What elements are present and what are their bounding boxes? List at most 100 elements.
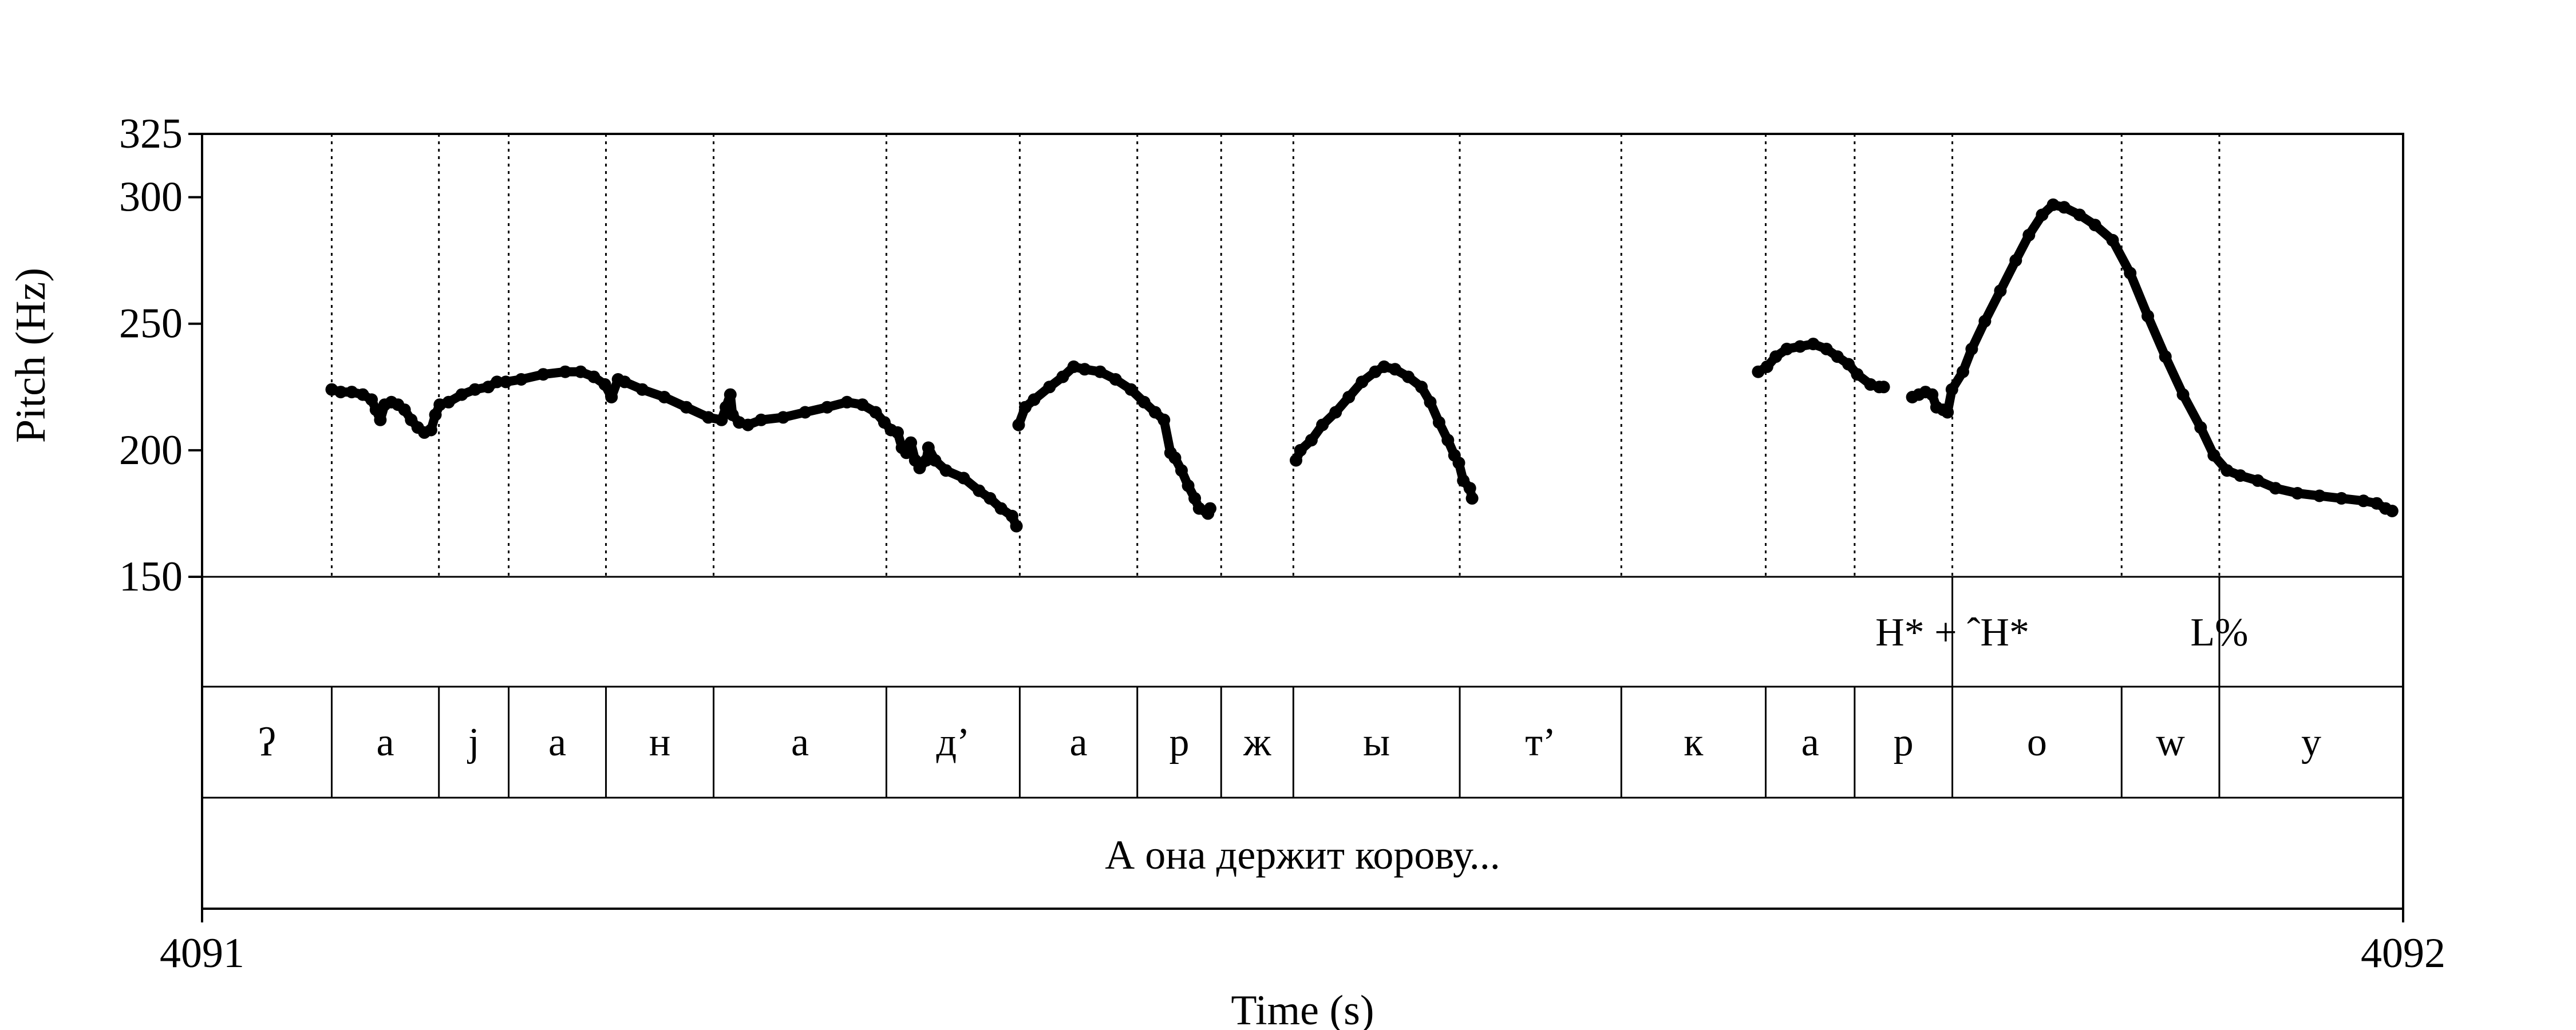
pitch-point	[1877, 381, 1890, 394]
pitch-point	[1851, 368, 1864, 381]
pitch-point	[598, 378, 611, 391]
pitch-point	[587, 370, 600, 383]
pitch-point	[1290, 454, 1302, 467]
pitch-point	[1926, 388, 1939, 401]
pitch-point	[1402, 370, 1415, 383]
pitch-point	[515, 373, 528, 386]
segment-label: н	[649, 720, 670, 764]
pitch-point	[2046, 198, 2060, 211]
x-axis-title: Time (s)	[1231, 987, 1374, 1030]
pitch-point	[2073, 208, 2086, 221]
pitch-point	[2036, 208, 2049, 221]
pitch-point	[1965, 342, 1978, 355]
pitch-point	[537, 368, 550, 381]
pitch-point	[1820, 342, 1833, 355]
segment-label: д’	[936, 720, 970, 764]
pitch-point	[1356, 375, 1369, 389]
segment-label: ж	[1243, 720, 1271, 764]
pitch-point	[2022, 228, 2036, 241]
pitch-point	[2124, 267, 2137, 280]
pitch-point	[799, 406, 812, 419]
pitch-point	[983, 492, 997, 505]
pitch-point	[702, 411, 715, 424]
pitch-point	[1010, 520, 1023, 533]
pitch-point	[2313, 489, 2326, 502]
pitch-point	[1957, 365, 1969, 378]
pitch-point	[754, 413, 768, 426]
pitch-point	[1109, 373, 1122, 386]
pitch-point	[1463, 482, 1476, 495]
pitch-point	[559, 365, 572, 378]
pitch-point	[2194, 421, 2207, 434]
pitch-point	[1760, 360, 1773, 373]
pitch-point	[1093, 365, 1107, 378]
pitch-point	[1137, 395, 1151, 409]
pitch-point	[1157, 413, 1171, 426]
segment-label: a	[548, 720, 566, 764]
segment-label: a	[377, 720, 394, 764]
pitch-point	[724, 388, 737, 401]
annotation-tiers: ʔ a j a н a д’ a р ж ы т’ к a р о w у H* + ˆH* L% А она держ…	[258, 577, 2321, 878]
pitch-point	[1124, 383, 1137, 396]
pitch-point	[2291, 487, 2304, 500]
pitch-point	[1432, 416, 1445, 429]
segment-label: a	[1801, 720, 1819, 764]
pitch-point	[939, 464, 953, 477]
pitch-series-line	[327, 367, 1021, 531]
pitch-point	[1012, 418, 1025, 431]
pitch-point	[2221, 464, 2234, 477]
pitch-point	[1188, 492, 1202, 505]
y-axis-ticks: 150 200 250 300 325	[119, 110, 202, 600]
outer-frame	[201, 133, 2404, 910]
tone-label: L%	[2190, 611, 2248, 655]
pitch-point	[2106, 233, 2119, 247]
pitch-point	[658, 391, 671, 403]
pitch-point	[2357, 494, 2370, 508]
pitch-point	[2269, 482, 2282, 495]
pitch-point	[1329, 406, 1342, 419]
pitch-point	[900, 446, 913, 459]
pitch-point	[442, 395, 455, 409]
pitch-point	[1452, 457, 1465, 469]
pitch-point	[840, 395, 854, 409]
pitch-point	[398, 403, 411, 417]
pitch-point	[2009, 254, 2022, 267]
pitch-point	[1842, 358, 1855, 371]
pitch-point	[1793, 340, 1807, 353]
pitch-point	[1067, 360, 1080, 373]
pitch-point	[1769, 350, 1783, 363]
pitch-point	[1168, 451, 1182, 465]
pitch-curve	[325, 198, 2399, 533]
pitch-point	[2088, 219, 2101, 232]
pitch-point	[741, 418, 754, 431]
y-tick-label: 150	[119, 553, 183, 600]
pitch-point	[1441, 434, 1455, 447]
pitch-point	[856, 398, 869, 411]
pitch-point	[1175, 464, 1188, 477]
pitch-point	[1941, 406, 1954, 419]
pitch-point	[1465, 492, 1479, 505]
pitch-point	[1182, 479, 1195, 492]
pitch-point	[1006, 509, 1018, 522]
pitch-point	[869, 406, 882, 419]
pitch-point	[455, 388, 468, 401]
pitch-point	[1078, 363, 1091, 376]
pitch-point	[1342, 391, 1356, 403]
pitch-point	[334, 386, 347, 399]
segment-label: w	[2156, 720, 2185, 764]
pitch-point	[2142, 310, 2154, 323]
pitch-point	[2207, 449, 2221, 462]
pitch-point	[929, 454, 942, 467]
pitch-point	[679, 401, 693, 414]
pitch-point	[491, 375, 504, 389]
y-tick-label: 250	[119, 300, 183, 347]
pitch-series-line	[1907, 200, 2397, 516]
pitch-point	[957, 472, 970, 485]
pitch-point	[922, 441, 935, 454]
segment-label: р	[1894, 720, 1914, 764]
pitch-point	[1807, 338, 1820, 351]
pitch-point	[1305, 434, 1318, 447]
sentence-label: А она держит корову...	[1105, 832, 1500, 878]
pitch-point	[1294, 443, 1307, 457]
segment-label: р	[1169, 720, 1189, 764]
